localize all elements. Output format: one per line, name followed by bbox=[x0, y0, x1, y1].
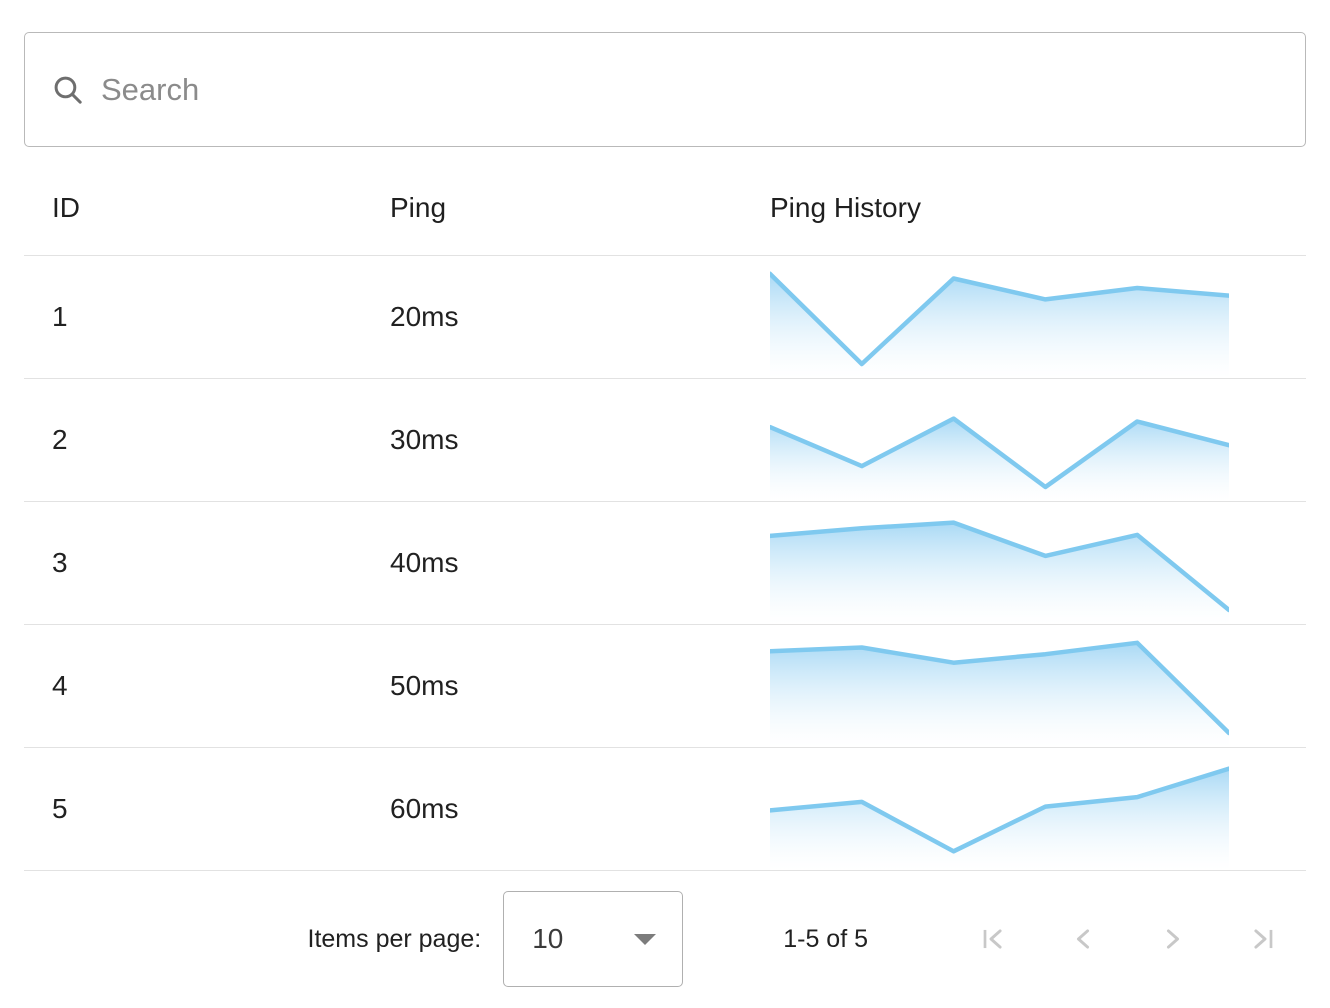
items-per-page-label: Items per page: bbox=[307, 924, 482, 953]
sparkline-chart bbox=[770, 520, 1229, 624]
cell-ping: 30ms bbox=[390, 424, 459, 455]
chevron-right-icon bbox=[1166, 929, 1180, 949]
cell-id: 4 bbox=[52, 670, 68, 701]
first-page-button[interactable] bbox=[970, 916, 1016, 962]
table-row[interactable]: 5 60ms bbox=[24, 748, 1306, 871]
items-per-page-select[interactable]: 10 bbox=[503, 891, 684, 987]
sparkline-chart bbox=[770, 766, 1229, 870]
sparkline-chart bbox=[770, 640, 1229, 747]
search-field[interactable] bbox=[24, 32, 1306, 147]
page-range-label: 1-5 of 5 bbox=[783, 924, 868, 953]
cell-id: 5 bbox=[52, 793, 68, 824]
table-header-row: ID Ping Ping History bbox=[24, 160, 1306, 256]
next-page-button[interactable] bbox=[1150, 916, 1196, 962]
paginator: Items per page: 10 1-5 of 5 bbox=[24, 870, 1306, 1008]
first-page-icon bbox=[983, 929, 1002, 949]
cell-ping-history bbox=[744, 379, 1306, 501]
column-header-history[interactable]: Ping History bbox=[770, 191, 921, 223]
table-row[interactable]: 3 40ms bbox=[24, 502, 1306, 625]
search-icon bbox=[54, 76, 82, 104]
cell-ping-history bbox=[744, 748, 1306, 870]
table-row[interactable]: 2 30ms bbox=[24, 379, 1306, 502]
cell-id: 2 bbox=[52, 424, 68, 455]
last-page-icon bbox=[1254, 929, 1273, 949]
last-page-button[interactable] bbox=[1240, 916, 1286, 962]
sparkline-chart bbox=[770, 271, 1229, 378]
sparkline-chart bbox=[770, 416, 1229, 501]
cell-ping: 60ms bbox=[390, 793, 459, 824]
cell-id: 3 bbox=[52, 547, 68, 578]
search-input[interactable] bbox=[101, 70, 1201, 109]
previous-page-button[interactable] bbox=[1060, 916, 1106, 962]
table-row[interactable]: 4 50ms bbox=[24, 625, 1306, 748]
column-header-id[interactable]: ID bbox=[52, 191, 80, 223]
cell-ping-history bbox=[744, 625, 1306, 747]
cell-ping-history bbox=[744, 256, 1306, 378]
column-header-ping[interactable]: Ping bbox=[390, 191, 447, 223]
cell-ping: 50ms bbox=[390, 670, 459, 701]
cell-ping: 20ms bbox=[390, 301, 459, 332]
cell-ping: 40ms bbox=[390, 547, 459, 578]
table-row[interactable]: 1 20ms bbox=[24, 256, 1306, 379]
ping-table: ID Ping Ping History 1 20ms bbox=[24, 160, 1306, 871]
items-per-page-value: 10 bbox=[532, 923, 564, 954]
chevron-down-icon bbox=[634, 933, 657, 945]
cell-id: 1 bbox=[52, 301, 68, 332]
chevron-left-icon bbox=[1076, 929, 1090, 949]
cell-ping-history bbox=[744, 502, 1306, 624]
